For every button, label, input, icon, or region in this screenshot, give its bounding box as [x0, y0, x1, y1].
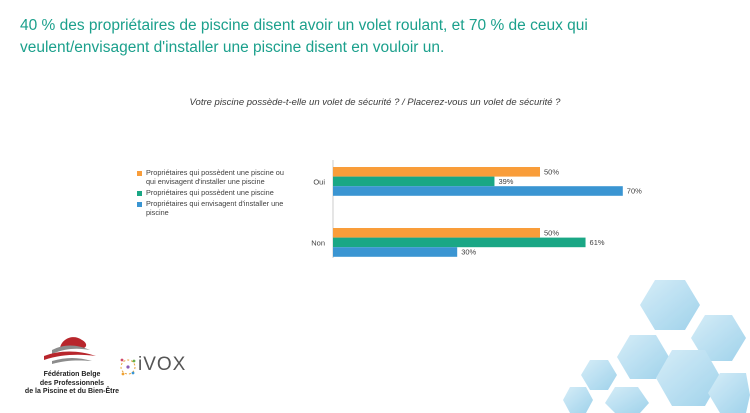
data-label-oui-series-1: 39%: [498, 177, 513, 186]
fbp-logo: Fédération Belge des Professionnels de l…: [22, 330, 122, 397]
legend-item-orange: Propriétaires qui possèdent une piscine …: [137, 168, 287, 186]
hexagon-water-decoration: [563, 280, 750, 413]
ivox-dots-icon: [120, 358, 136, 376]
legend-swatch-orange: [137, 171, 142, 176]
legend-item-blue: Propriétaires qui envisagent d'installer…: [137, 199, 287, 217]
bar-non-series-1: [333, 237, 586, 248]
fbp-name: Fédération Belge des Professionnels de l…: [24, 371, 120, 395]
category-label-oui: Oui: [313, 177, 325, 186]
legend-label-blue: Propriétaires qui envisagent d'installer…: [146, 199, 284, 217]
bar-oui-series-2: [333, 186, 623, 196]
legend-swatch-green: [137, 191, 142, 196]
bar-oui-series-1: [333, 176, 495, 187]
ivox-logo: iVOX: [118, 354, 203, 382]
legend-label-orange: Propriétaires qui possèdent une piscine …: [146, 168, 284, 186]
data-label-non-series-0: 50%: [544, 228, 559, 237]
category-label-non: Non: [311, 238, 325, 247]
bar-oui-series-0: [333, 167, 540, 177]
bar-non-series-0: [333, 228, 540, 238]
data-label-oui-series-2: 70%: [627, 187, 642, 196]
legend-label-green: Propriétaires qui possèdent une piscine: [146, 188, 274, 197]
chart-legend: Propriétaires qui possèdent une piscine …: [137, 168, 287, 219]
headline: 40 % des propriétaires de piscine disent…: [20, 17, 588, 56]
data-label-oui-series-0: 50%: [544, 167, 559, 176]
legend-item-green: Propriétaires qui possèdent une piscine: [137, 188, 287, 197]
bar-non-series-2: [333, 247, 458, 257]
legend-swatch-blue: [137, 202, 142, 207]
data-label-non-series-1: 61%: [590, 238, 605, 247]
fbp-wave-icon: [44, 337, 96, 364]
ivox-wordmark: iVOX: [138, 354, 187, 375]
data-label-non-series-2: 30%: [461, 248, 476, 257]
survey-question: Votre piscine possède-t-elle un volet de…: [189, 97, 561, 108]
